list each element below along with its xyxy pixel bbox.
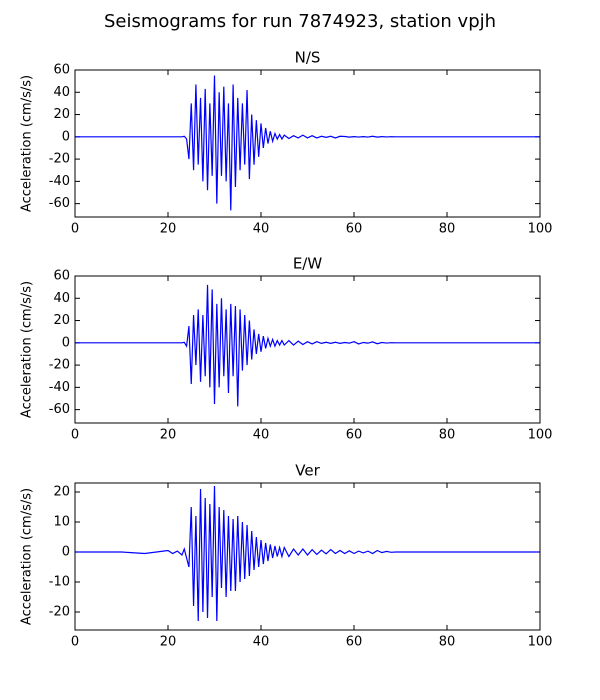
x-tick-label: 40: [253, 635, 270, 650]
x-tick-label: 0: [71, 222, 79, 237]
y-tick-label: -20: [49, 152, 70, 167]
y-tick-label: 10: [53, 515, 70, 530]
y-tick-label: 40: [53, 291, 70, 306]
y-tick-label: 0: [62, 129, 70, 144]
x-tick-label: 60: [346, 635, 363, 650]
figure-title: Seismograms for run 7874923, station vpj…: [104, 11, 496, 32]
seismogram-line: [75, 485, 540, 622]
y-tick-label: -40: [49, 380, 70, 395]
subplot-title: E/W: [293, 255, 323, 273]
y-tick-label: -40: [49, 174, 70, 189]
x-tick-label: 100: [528, 222, 553, 237]
x-tick-label: 100: [528, 635, 553, 650]
y-tick-label: -60: [49, 402, 70, 417]
seismogram-line: [75, 75, 540, 211]
x-tick-label: 80: [439, 635, 456, 650]
y-tick-label: 20: [53, 485, 70, 500]
x-tick-label: 20: [160, 635, 177, 650]
x-tick-label: 40: [253, 222, 270, 237]
y-tick-label: -20: [49, 605, 70, 620]
y-axis-label: Acceleration (cm/s/s): [20, 488, 35, 625]
x-tick-label: 40: [253, 428, 270, 443]
seismogram-line: [75, 284, 540, 407]
x-tick-label: 100: [528, 428, 553, 443]
x-tick-label: 20: [160, 222, 177, 237]
x-tick-label: 80: [439, 428, 456, 443]
y-tick-label: 0: [62, 545, 70, 560]
y-tick-label: -10: [49, 575, 70, 590]
x-tick-label: 60: [346, 428, 363, 443]
axes-frame: [74, 482, 541, 631]
y-tick-label: 60: [53, 269, 70, 284]
y-axis-label: Acceleration (cm/s/s): [20, 75, 35, 212]
y-axis-label: Acceleration (cm/s/s): [20, 281, 35, 418]
subplot-title: N/S: [295, 49, 321, 67]
y-tick-label: 0: [62, 335, 70, 350]
subplot-title: Ver: [295, 462, 320, 480]
y-tick-label: 60: [53, 63, 70, 78]
y-tick-label: 20: [53, 313, 70, 328]
axes-frame: [74, 275, 541, 424]
axes-frame: [74, 69, 541, 218]
x-tick-label: 0: [71, 635, 79, 650]
x-tick-label: 0: [71, 428, 79, 443]
y-tick-label: 20: [53, 107, 70, 122]
y-tick-label: 40: [53, 85, 70, 100]
x-tick-label: 60: [346, 222, 363, 237]
x-tick-label: 20: [160, 428, 177, 443]
x-tick-label: 80: [439, 222, 456, 237]
y-tick-label: -60: [49, 196, 70, 211]
y-tick-label: -20: [49, 358, 70, 373]
